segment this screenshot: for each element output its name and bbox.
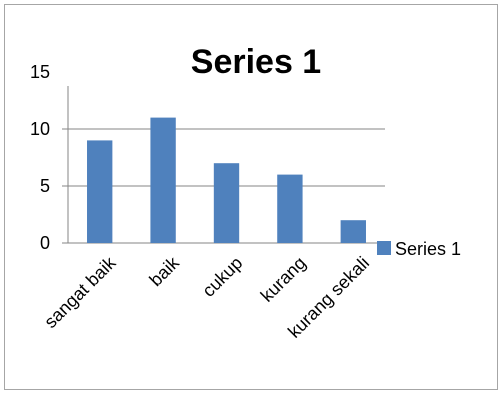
x-tick-label: sangat baik (40, 252, 120, 332)
bars (87, 117, 366, 243)
legend-swatch (377, 241, 391, 255)
chart-title: Series 1 (191, 43, 321, 81)
bar-sangat-baik (87, 140, 113, 243)
x-tick-label: kurang (257, 253, 310, 306)
y-tick-label: 15 (30, 62, 50, 82)
chart-title-background (60, 38, 390, 86)
legend-label: Series 1 (395, 239, 461, 259)
legend: Series 1 (377, 239, 461, 259)
y-tick-label: 0 (40, 233, 50, 253)
x-tick-label: baik (145, 252, 183, 290)
bar-kurang (277, 174, 303, 243)
x-tick-label: cukup (198, 253, 246, 301)
y-tick-label: 10 (30, 119, 50, 139)
bar-cukup (213, 163, 240, 243)
bar-baik (150, 117, 176, 243)
bar-kurang-sekali (340, 220, 366, 243)
y-tick-label: 5 (40, 176, 50, 196)
y-axis-ticks: 0 5 10 15 (30, 62, 50, 253)
